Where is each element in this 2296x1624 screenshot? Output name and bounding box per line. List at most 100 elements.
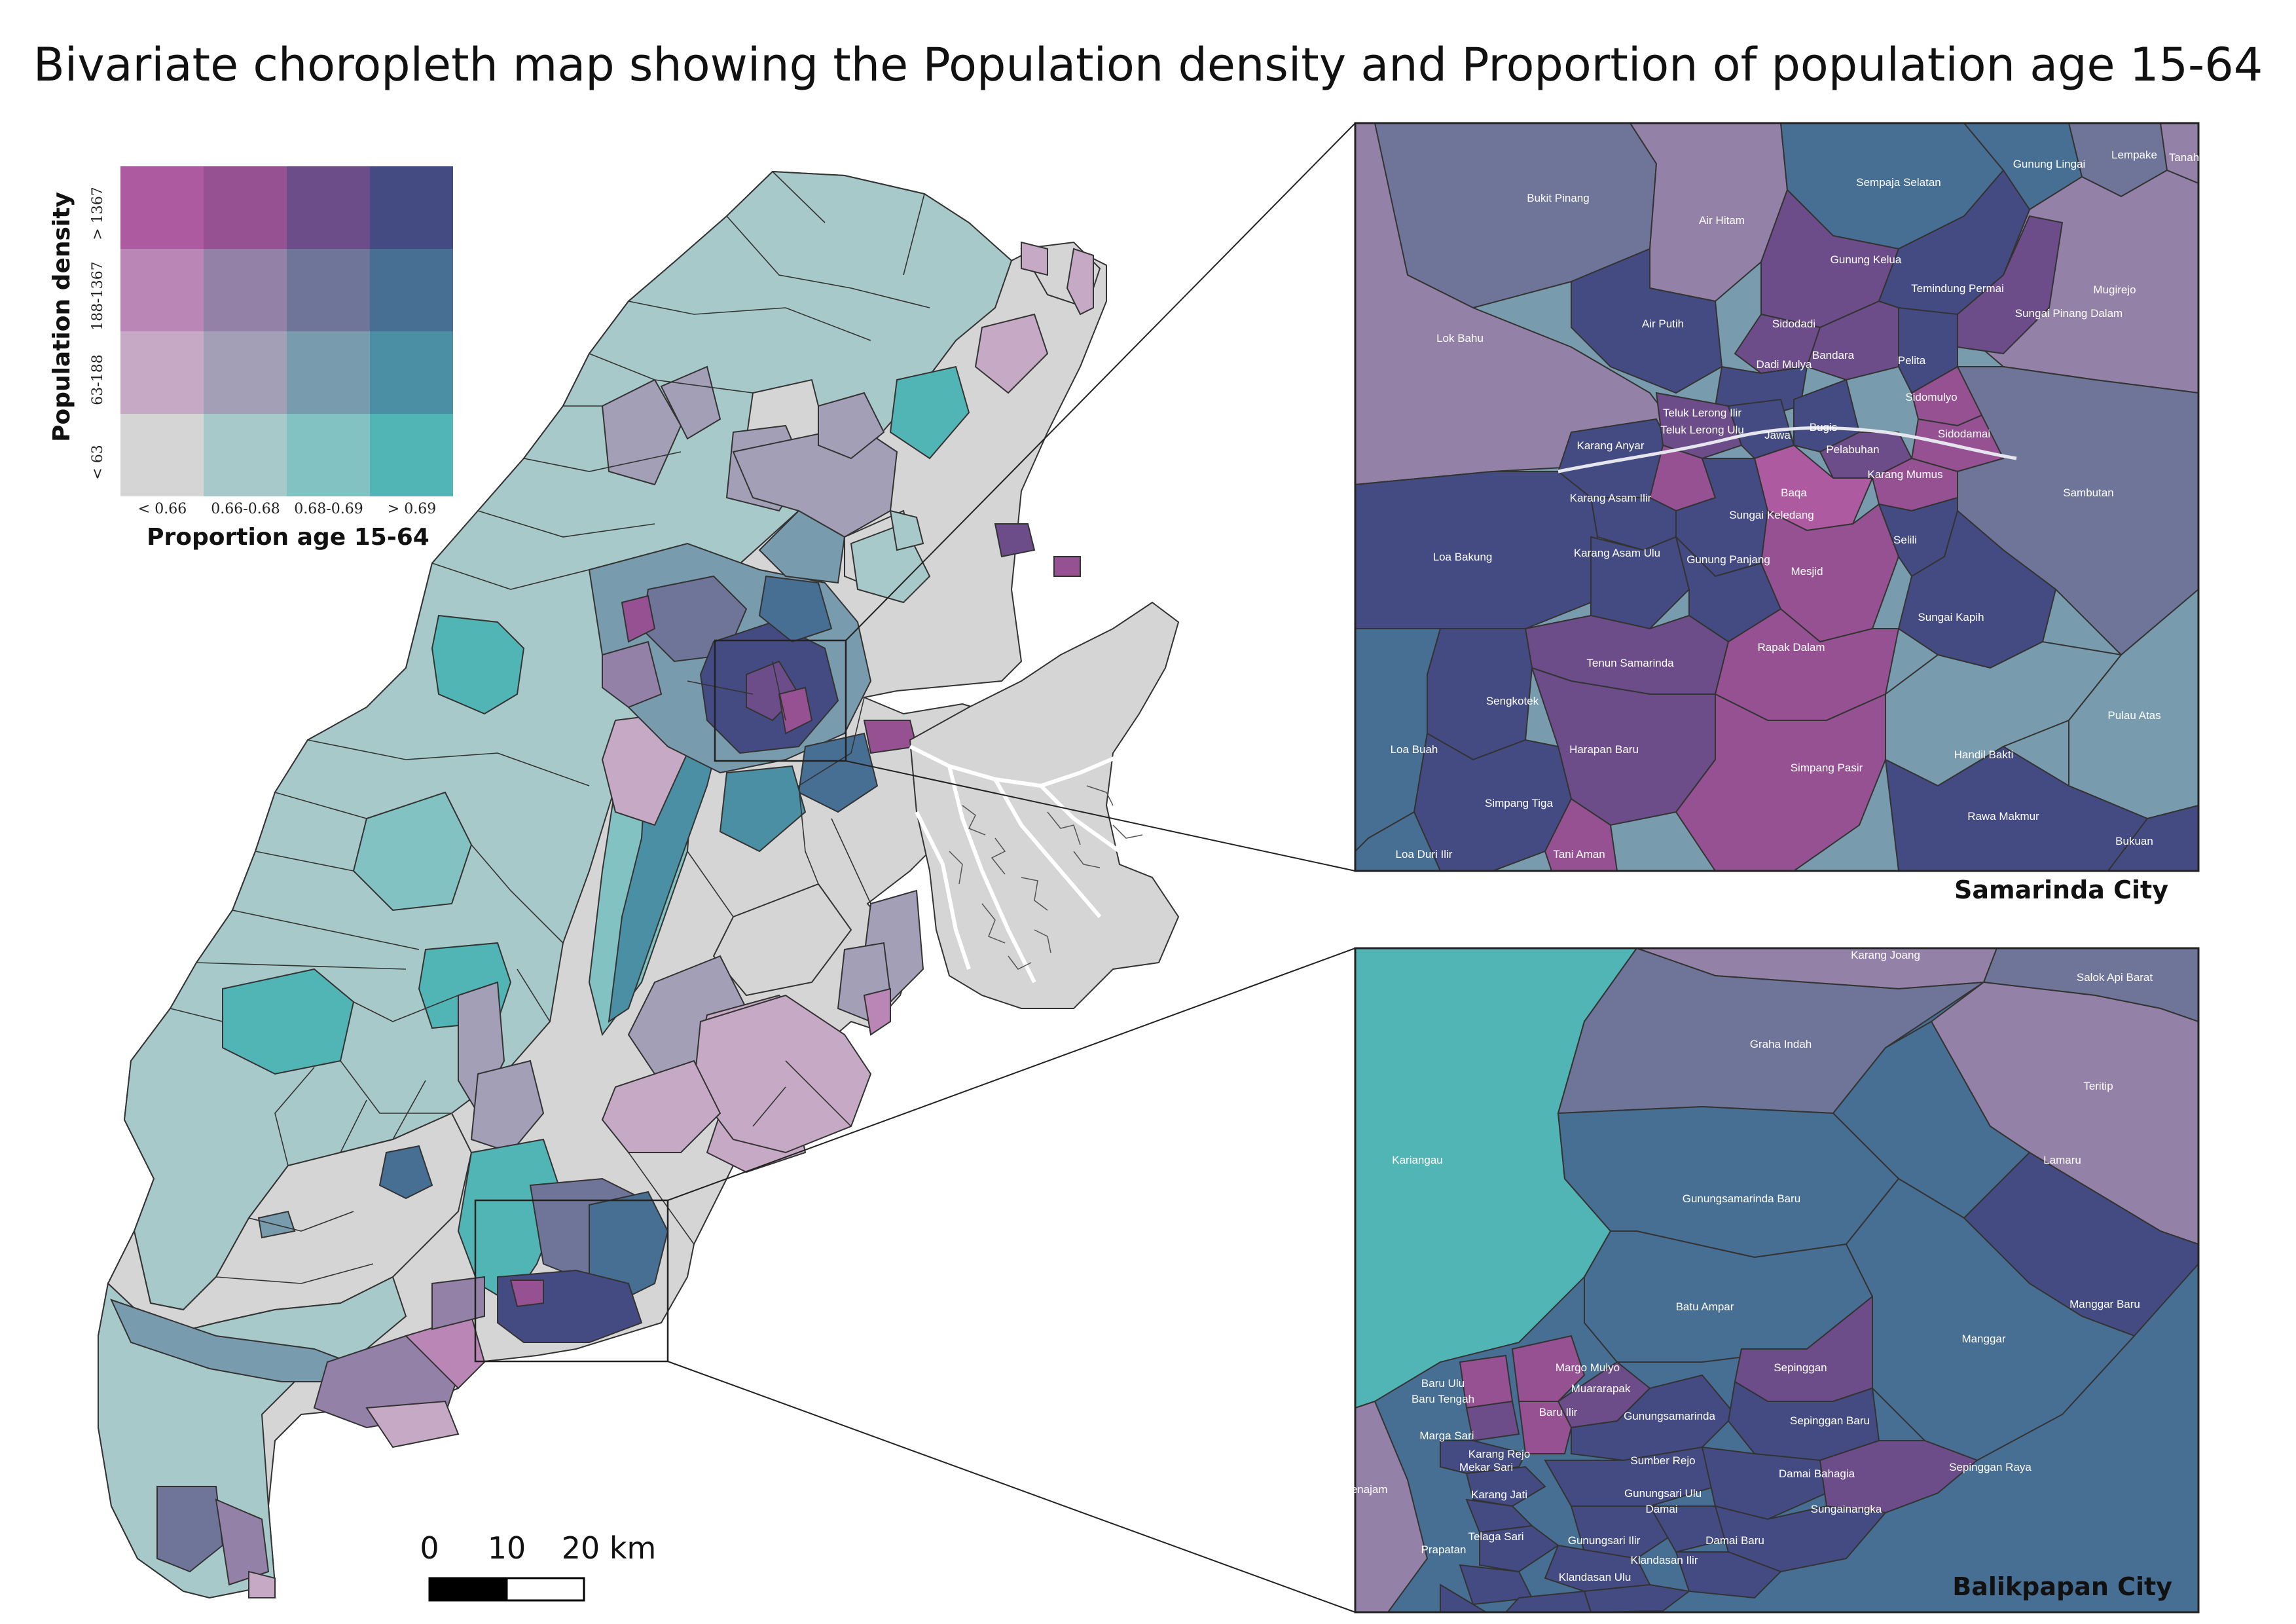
district-baru-tengah[interactable] — [1465, 1400, 1520, 1442]
district-label: Prapatan — [1421, 1543, 1467, 1556]
district-south-tip-2[interactable] — [215, 1498, 270, 1586]
legend-cell-3-2 — [287, 166, 370, 249]
district-label: Damai — [1645, 1503, 1677, 1515]
district-label: Bukuan — [2115, 835, 2153, 847]
legend-y-tick-0: < 63 — [90, 445, 106, 479]
district-samarinda-9[interactable] — [719, 765, 807, 853]
district-label: Gunungsamarinda Baru — [1683, 1192, 1801, 1205]
district-loa-bakung[interactable] — [1355, 471, 1599, 629]
scale-bar-white — [505, 1577, 585, 1602]
legend-y-tick-1: 63-188 — [90, 354, 106, 405]
inset-a-caption: Samarinda City — [1954, 876, 2168, 904]
district-north-4[interactable] — [889, 509, 924, 551]
district-samarinda-2[interactable] — [602, 640, 663, 709]
district-delta[interactable] — [909, 601, 1180, 1009]
locator-box-samarinda[interactable] — [714, 639, 847, 762]
district-simpang-pasir[interactable] — [1675, 693, 1886, 871]
district-sengkotek[interactable] — [1427, 628, 1533, 761]
district-south-tip-3[interactable] — [248, 1570, 276, 1598]
district-karang-jati[interactable] — [1479, 1524, 1559, 1573]
district-south-tip-1[interactable] — [156, 1486, 224, 1573]
district-north-3[interactable] — [818, 392, 885, 460]
legend-cell-3-1 — [204, 166, 287, 249]
district-northeast-small-2[interactable] — [1053, 556, 1081, 577]
district-label: Pelabuhan — [1826, 443, 1879, 456]
district-gunungsari-ulu[interactable] — [1570, 1505, 1677, 1560]
district-label: Baru Tengah — [1412, 1393, 1474, 1405]
district-loa-duri-ilir[interactable] — [1355, 811, 1442, 871]
inset-samarinda[interactable]: Bukit Pinang Air Hitam Sempaja Selatan Gunu… — [1354, 122, 2200, 904]
inset-b-labels: Karang Joang Salok Api Barat Graha Indah Te… — [1343, 949, 2153, 1583]
district-north-2[interactable] — [660, 365, 721, 440]
legend-cell-2-1 — [204, 249, 287, 331]
district-label: Karang Mumus — [1867, 468, 1942, 481]
legend-y-tick-2: 188-1367 — [90, 261, 106, 330]
district-marga-sari[interactable] — [1440, 1440, 1527, 1475]
district-label: Tani Aman — [1553, 848, 1605, 860]
inset-a-river — [1558, 426, 2017, 473]
district-samarinda-6[interactable] — [778, 686, 813, 735]
district-rawa-makmur[interactable] — [1884, 745, 2149, 871]
district-label: Teluk Lerong Ulu — [1660, 424, 1744, 436]
locator-box-balikpapan[interactable] — [474, 1199, 669, 1363]
inset-balikpapan[interactable]: Karang Joang Salok Api Barat Graha Indah Te… — [1343, 947, 2200, 1614]
scale-bar: 0 10 20 km — [420, 1530, 656, 1602]
district-northeast-small[interactable] — [994, 523, 1036, 558]
district-damai-baru[interactable] — [1675, 1551, 1782, 1599]
district-teal-2[interactable] — [222, 968, 355, 1075]
district-balikpapan-patch[interactable] — [509, 1280, 544, 1308]
district-label: Salok Api Barat — [2077, 971, 2153, 984]
district-penajam-b[interactable] — [1355, 1400, 1429, 1612]
district-label: Karang Asam Ilir — [1570, 492, 1652, 504]
district-penajam-3[interactable] — [365, 1400, 460, 1449]
district-label: Teluk Lerong Ilir — [1663, 407, 1741, 419]
district-penajam-4[interactable] — [431, 1276, 485, 1331]
district-lilac-6[interactable] — [974, 313, 1049, 394]
district-label: Lamaru — [2043, 1154, 2081, 1166]
district-label: Loa Buah — [1391, 743, 1438, 756]
district-sungai-kapih[interactable] — [1897, 509, 2057, 669]
district-label: Sungai Pinang Dalam — [2015, 307, 2123, 320]
district-samarinda-4[interactable] — [758, 575, 833, 643]
inset-a-labels: Bukit Pinang Air Hitam Sempaja Selatan Gunu… — [1391, 149, 2200, 860]
district-karang-rejo[interactable] — [1465, 1466, 1546, 1507]
district-north-mid-2[interactable] — [758, 509, 846, 584]
district-southeast-5[interactable] — [470, 1060, 545, 1154]
district-tanah[interactable] — [2159, 123, 2198, 185]
district-klandasan-ulu[interactable] — [1504, 1590, 1592, 1612]
district-north-1[interactable] — [1021, 241, 1048, 276]
district-teal-5[interactable] — [889, 365, 970, 460]
legend-cell-3-0 — [120, 166, 204, 249]
district-samarinda-7[interactable] — [863, 720, 918, 754]
district-label: Air Hitam — [1699, 214, 1745, 227]
legend-cell-2-0 — [120, 249, 204, 331]
district-southeast-3[interactable] — [863, 987, 891, 1036]
legend-x-title: Proportion age 15-64 — [147, 524, 429, 551]
district-tani-aman[interactable] — [1544, 798, 1618, 871]
district-label: Marga Sari — [1419, 1430, 1474, 1442]
district-balikpapan-nw[interactable] — [378, 1145, 433, 1200]
district-label: Damai Baru — [1705, 1534, 1764, 1547]
district-label: Lempake — [2111, 149, 2157, 161]
district-bukuan[interactable] — [2107, 804, 2198, 871]
district-southeast-4[interactable] — [601, 1060, 721, 1153]
district-label: Pulau Atas — [2107, 709, 2160, 722]
legend-cell-1-3 — [370, 331, 453, 414]
district-sungai-pinang-dalam[interactable] — [1957, 215, 2064, 355]
district-label: Rapak Dalam — [1758, 641, 1825, 654]
district-margo-mulyo[interactable] — [1511, 1335, 1586, 1402]
district-prapatan[interactable] — [1440, 1583, 1487, 1612]
district-sambutan[interactable] — [1956, 366, 2198, 656]
inset-a-frame — [1354, 122, 2200, 872]
main-map[interactable] — [98, 170, 1180, 1599]
district-samarinda-3[interactable] — [621, 595, 656, 643]
district-label: Karang Anyar — [1576, 439, 1644, 452]
district-label: Sungainangka — [1811, 1503, 1882, 1515]
district-label: Gunungsari Ilir — [1568, 1534, 1641, 1547]
district-baru-ilir[interactable] — [1518, 1401, 1573, 1454]
district-label: Kariangau — [1392, 1154, 1443, 1166]
district-label: Sepinggan — [1774, 1361, 1827, 1374]
district-teal-1[interactable] — [431, 614, 525, 715]
district-lilac-7[interactable] — [1066, 248, 1094, 316]
